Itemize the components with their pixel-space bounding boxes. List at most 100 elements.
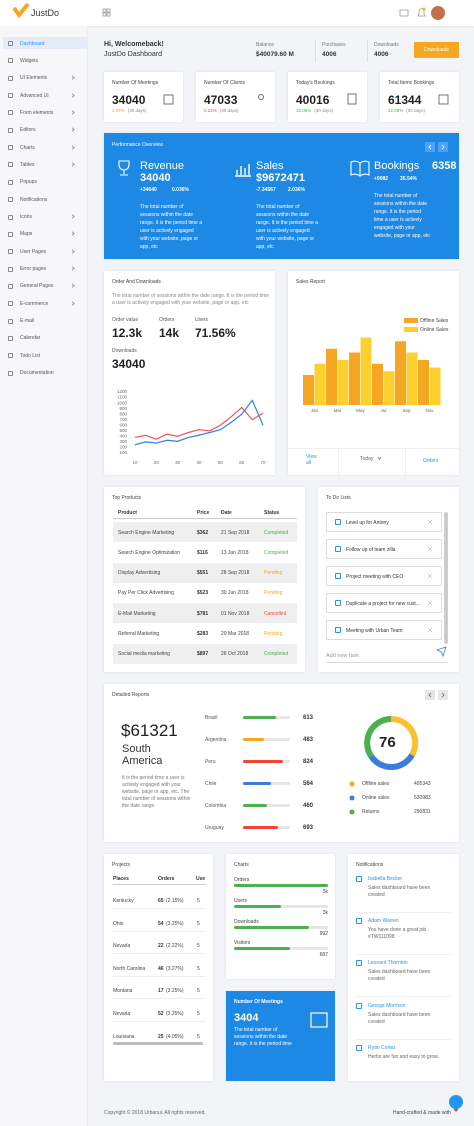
remove[interactable] [428, 520, 432, 524]
period: (30 days) [406, 108, 426, 113]
notif-name[interactable]: Isabella Becker [368, 876, 403, 882]
todo-item [326, 539, 442, 559]
menu-item[interactable]: Charts [20, 144, 35, 151]
stat-label: Downloads [112, 348, 137, 354]
menu-item[interactable]: E-commerce [20, 300, 49, 307]
notif-name[interactable]: Adam Warren [368, 918, 399, 925]
card-title: Number Of Meetings [112, 80, 159, 86]
cell: (3.27%) [166, 965, 184, 972]
progress-fill [234, 884, 328, 887]
cell: 5 [197, 1011, 200, 1017]
country-value: 483 [303, 736, 314, 743]
change-row: 10.05% (30 days) [296, 108, 366, 116]
perf-label: Sales [256, 160, 284, 172]
checkbox[interactable] [335, 519, 341, 525]
notif-icon [356, 918, 362, 925]
menu-item[interactable]: Todo List [20, 352, 41, 359]
menu-item[interactable]: Maps [20, 231, 33, 238]
notif-name[interactable]: George Morrison [368, 1002, 406, 1009]
checkbox[interactable] [335, 600, 341, 606]
link[interactable]: View all [306, 454, 317, 466]
menu-item[interactable]: Popups [20, 179, 37, 186]
menu-item[interactable]: Documentation [20, 370, 54, 377]
value: 3404 [234, 1012, 259, 1024]
perf-delta: -7.34567 [256, 187, 276, 193]
menu-item[interactable]: Editors [20, 127, 36, 134]
status: Completed [264, 549, 289, 556]
card-title: Sales Report [296, 279, 325, 285]
country: Colombia [205, 803, 227, 809]
checkbox[interactable] [335, 573, 341, 579]
cell: (2.22%) [166, 943, 184, 950]
progress-fill [243, 760, 283, 763]
menu-item[interactable]: Advanced UI [20, 92, 49, 99]
menu-item[interactable]: UI Elements [20, 75, 48, 82]
notif-text: Sales dashboard have been created [368, 969, 431, 983]
country: Argentina [205, 737, 227, 743]
label: Visitors [234, 940, 251, 946]
input[interactable]: Add new task [326, 653, 360, 659]
menu-item[interactable]: Error pages [20, 266, 47, 273]
menu-icon [8, 93, 13, 99]
remove[interactable] [428, 547, 432, 551]
perf-value: 34040 [140, 172, 171, 184]
change: 10.05% [296, 108, 312, 113]
cell: $362 [197, 529, 209, 536]
perf-pct: 2.036% [288, 187, 305, 193]
cell: 5 [197, 965, 200, 972]
legend-label: Online Sales [420, 327, 449, 333]
period: (30 days) [314, 108, 334, 113]
menu-icon [8, 353, 13, 359]
menu-item[interactable]: Notifications [20, 196, 48, 203]
card-title: Today's Bookings [296, 80, 335, 86]
menu-item[interactable]: General Pages [20, 283, 54, 290]
perf-text: The total number of sessions within the … [374, 193, 430, 239]
column-header: Orders [158, 876, 175, 882]
progress-fill [234, 947, 291, 950]
cell: 30 Jun 2018 [221, 590, 249, 597]
status: Completed [264, 529, 289, 536]
menu-item[interactable]: Dashboard [20, 40, 45, 47]
menu-item[interactable]: Form elements [20, 109, 54, 116]
cell: (3.25%) [166, 1011, 184, 1017]
menu-item[interactable]: User Pages [20, 248, 47, 255]
cell: 52 [158, 1011, 164, 1017]
remove[interactable] [428, 628, 432, 632]
notif-text: You have done a great job #TW111098 [368, 927, 427, 941]
description: The total number of sessions within the … [234, 1027, 292, 1047]
menu-item[interactable]: Calendar [20, 335, 41, 342]
country-value: 693 [303, 824, 314, 831]
card [288, 271, 459, 475]
checkbox[interactable] [335, 546, 341, 552]
cell: Ohio [113, 920, 124, 927]
notif-name[interactable]: Leonard Thornton [368, 960, 408, 967]
country: Uruguay [205, 825, 224, 831]
legend-value: 495343 [414, 781, 431, 787]
checkbox[interactable] [335, 627, 341, 633]
dropdown[interactable]: Today [360, 456, 374, 462]
cell: Display Advertising [118, 570, 161, 577]
remove[interactable] [428, 574, 432, 578]
cell: 17 [158, 988, 164, 995]
remove[interactable] [428, 601, 432, 605]
menu-icon [8, 197, 13, 203]
button[interactable]: Downloads [414, 42, 459, 58]
cell: $551 [197, 570, 209, 577]
column-header: Product [118, 510, 137, 516]
progress-fill [234, 905, 281, 908]
menu-item[interactable]: Widgets [20, 57, 39, 64]
menu-item[interactable]: E-mail [20, 318, 35, 325]
donut-value: 76 [379, 734, 396, 751]
link[interactable]: Orders [423, 458, 439, 464]
stat-value: 71.56% [195, 326, 236, 340]
stat-label: Users [195, 317, 209, 323]
active-item [3, 37, 87, 49]
todo-text: Project meeting with CEO [346, 573, 404, 580]
menu-icon [8, 266, 13, 272]
cell: Kentucky [113, 898, 134, 904]
cell: (2.15%) [166, 898, 184, 904]
menu-item[interactable]: Icons [20, 214, 32, 220]
notif-name[interactable]: Ryan Cortez [368, 1044, 396, 1051]
menu-item[interactable]: Tables [20, 161, 35, 168]
